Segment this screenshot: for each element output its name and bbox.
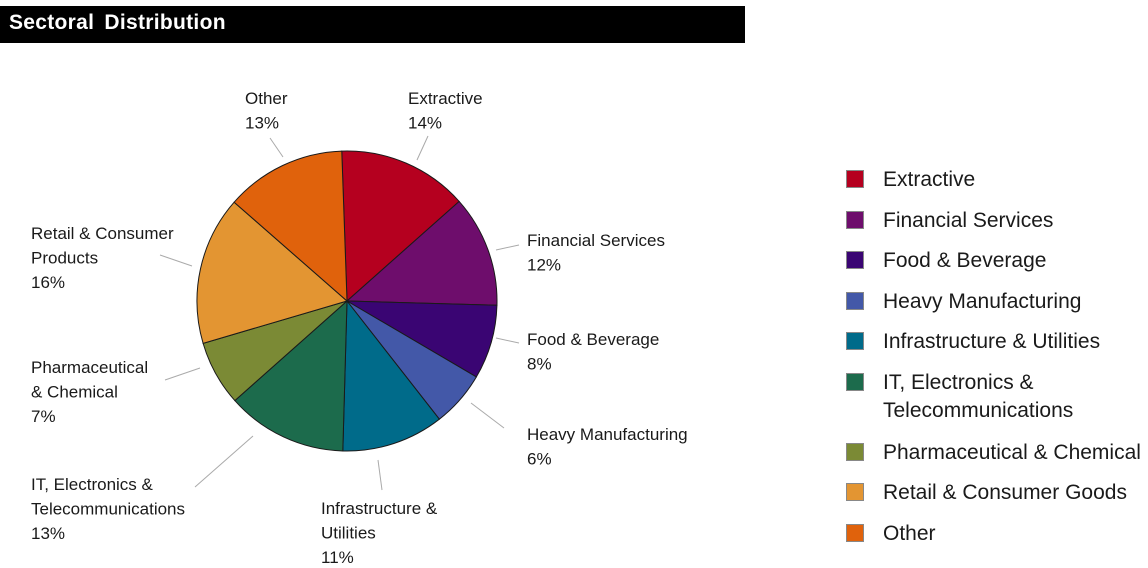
slice-label-4: Heavy Manufacturing 6% <box>527 425 688 469</box>
leader-line-8 <box>159 254 193 267</box>
legend-swatch <box>846 291 864 310</box>
slice-label-1: Extractive 14% <box>408 89 483 133</box>
legend-label: Food & Beverage <box>883 249 1047 272</box>
legend-swatch <box>846 442 864 461</box>
legend-swatch <box>846 170 864 188</box>
pie-slice-8 <box>196 201 349 344</box>
legend-label: Infrastructure & Utilities <box>883 330 1101 353</box>
legend-label: Other <box>883 521 936 545</box>
pie-slice-1 <box>341 150 460 303</box>
leader-line-4 <box>470 402 505 429</box>
pie-slice-2 <box>345 200 498 306</box>
pie-slice-5 <box>342 299 441 452</box>
legend-swatch <box>846 483 864 501</box>
leader-line-3 <box>495 337 520 344</box>
leader-line-7 <box>164 367 201 381</box>
legend-label: Financial Services <box>883 208 1054 232</box>
slice-label-8: Retail & Consumer Products 16% <box>31 224 174 292</box>
pie-chart: Extractive 14% Financial Services 12% Food &… <box>31 89 688 567</box>
legend-swatch <box>846 523 864 542</box>
legend-label: Retail & Consumer Goods <box>883 481 1127 504</box>
legend-label: Pharmaceutical & Chemical <box>883 440 1141 464</box>
slice-label-7: Pharmaceutical & Chemical 7% <box>31 358 148 426</box>
slice-label-9: Other 13% <box>245 89 288 133</box>
legend-swatch <box>846 251 864 269</box>
slice-label-3: Food & Beverage 8% <box>527 330 659 374</box>
chart-title: Sectoral Distribution <box>9 11 226 34</box>
chart-title-bar: Sectoral Distribution <box>0 6 745 43</box>
legend-label: Extractive <box>883 168 976 191</box>
legend-swatch <box>846 332 864 350</box>
slice-label-6: IT, Electronics & Telecommunications 13% <box>31 475 185 543</box>
leader-line-6 <box>194 435 254 488</box>
leader-line-9 <box>269 137 284 158</box>
leader-line-1 <box>416 135 429 161</box>
slice-label-5: Infrastructure & Utilities 11% <box>321 499 438 567</box>
leader-line-5 <box>377 459 383 491</box>
legend-label: Heavy Manufacturing <box>883 289 1082 313</box>
pie-slice-6 <box>234 299 348 452</box>
slice-label-2: Financial Services 12% <box>527 231 665 275</box>
pie-slice-9 <box>233 150 348 303</box>
legend-swatch <box>846 210 864 229</box>
legend-label: IT, Electronics & Telecommunications <box>883 370 1074 422</box>
leader-line-2 <box>495 244 520 251</box>
legend-swatch <box>846 372 864 391</box>
